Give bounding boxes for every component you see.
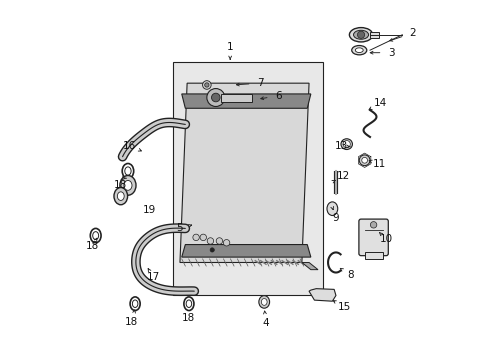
Text: 18: 18 bbox=[124, 317, 138, 327]
Circle shape bbox=[204, 83, 208, 87]
Text: 17: 17 bbox=[146, 272, 160, 282]
Circle shape bbox=[216, 238, 222, 244]
Circle shape bbox=[207, 238, 213, 244]
Text: 11: 11 bbox=[371, 159, 385, 169]
Text: 6: 6 bbox=[275, 91, 281, 101]
Text: 2: 2 bbox=[409, 28, 415, 38]
Circle shape bbox=[343, 140, 349, 148]
Text: 3: 3 bbox=[387, 48, 394, 58]
Ellipse shape bbox=[93, 231, 99, 239]
Polygon shape bbox=[301, 262, 317, 270]
Ellipse shape bbox=[351, 45, 366, 55]
Text: 18: 18 bbox=[114, 180, 127, 190]
Text: 15: 15 bbox=[338, 302, 351, 312]
Ellipse shape bbox=[90, 228, 101, 243]
Ellipse shape bbox=[124, 167, 131, 175]
Ellipse shape bbox=[349, 28, 372, 42]
Text: 18: 18 bbox=[182, 313, 195, 323]
Text: 13: 13 bbox=[334, 141, 347, 151]
Text: 9: 9 bbox=[332, 213, 339, 222]
Ellipse shape bbox=[361, 157, 367, 163]
Ellipse shape bbox=[132, 300, 138, 307]
Polygon shape bbox=[180, 83, 308, 262]
Ellipse shape bbox=[122, 163, 133, 179]
Circle shape bbox=[223, 239, 229, 246]
Ellipse shape bbox=[353, 30, 368, 39]
Bar bbox=[369, 32, 378, 38]
Ellipse shape bbox=[117, 192, 124, 201]
Polygon shape bbox=[182, 94, 310, 108]
Text: 19: 19 bbox=[142, 206, 156, 216]
Ellipse shape bbox=[359, 155, 369, 166]
FancyBboxPatch shape bbox=[358, 219, 387, 256]
Circle shape bbox=[369, 222, 376, 228]
Circle shape bbox=[206, 89, 224, 107]
Text: 5: 5 bbox=[176, 224, 183, 233]
Bar bbox=[221, 94, 251, 102]
Text: 7: 7 bbox=[257, 78, 264, 88]
Ellipse shape bbox=[186, 300, 191, 307]
Ellipse shape bbox=[130, 297, 140, 311]
Ellipse shape bbox=[183, 297, 194, 311]
Text: 4: 4 bbox=[262, 319, 269, 328]
Ellipse shape bbox=[261, 298, 266, 305]
Text: 14: 14 bbox=[373, 98, 386, 108]
Circle shape bbox=[357, 31, 364, 39]
Polygon shape bbox=[182, 244, 310, 257]
Ellipse shape bbox=[123, 180, 132, 190]
Bar bbox=[364, 252, 382, 259]
Ellipse shape bbox=[114, 188, 127, 205]
Circle shape bbox=[202, 81, 211, 89]
Ellipse shape bbox=[340, 139, 352, 149]
Text: 12: 12 bbox=[336, 171, 349, 181]
Ellipse shape bbox=[326, 202, 337, 216]
Text: 8: 8 bbox=[346, 270, 353, 280]
Circle shape bbox=[192, 234, 199, 240]
Bar bbox=[172, 62, 323, 295]
Text: 18: 18 bbox=[85, 241, 99, 251]
Circle shape bbox=[211, 93, 220, 102]
Ellipse shape bbox=[258, 296, 269, 308]
Text: 16: 16 bbox=[123, 141, 136, 151]
Text: 10: 10 bbox=[379, 234, 392, 244]
Ellipse shape bbox=[120, 176, 136, 195]
Polygon shape bbox=[308, 289, 335, 301]
Text: 1: 1 bbox=[226, 42, 233, 52]
Ellipse shape bbox=[355, 48, 363, 53]
Circle shape bbox=[200, 234, 206, 240]
Circle shape bbox=[210, 248, 214, 252]
